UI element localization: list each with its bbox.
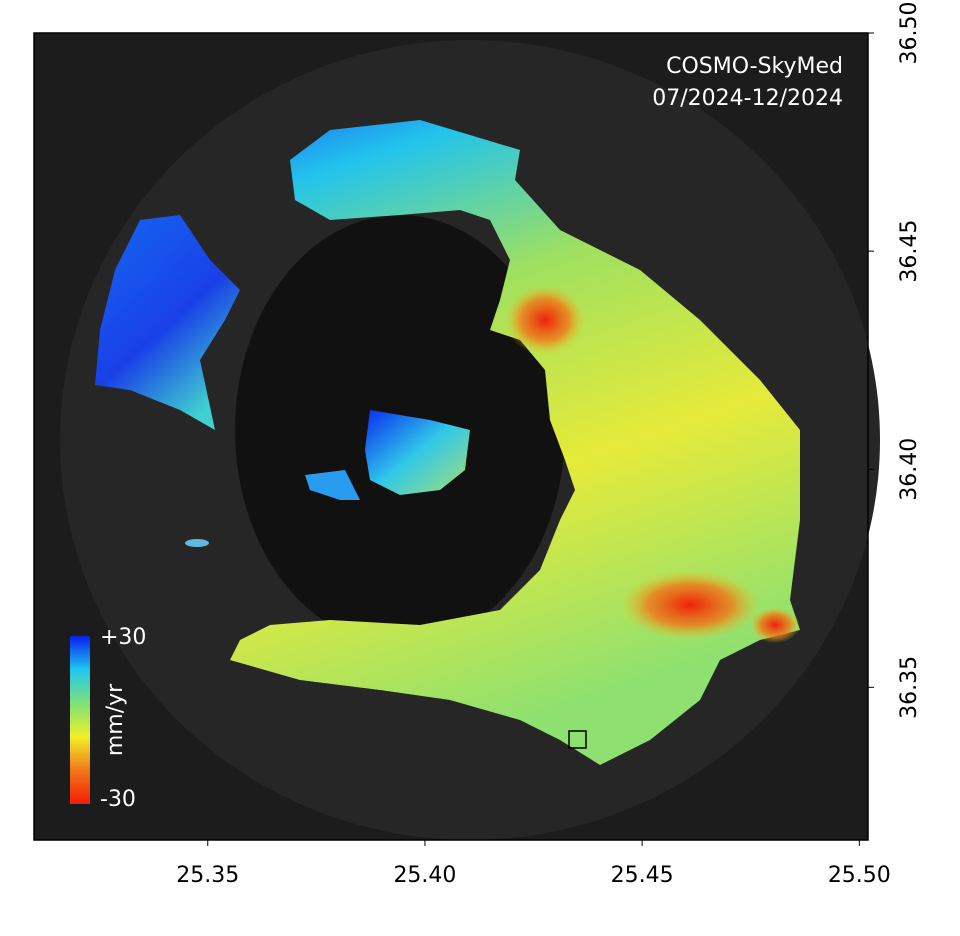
colorbar-label: mm/yr bbox=[103, 683, 128, 756]
colorbar-tick-label: -30 bbox=[100, 787, 136, 812]
colorbar bbox=[70, 636, 90, 804]
nea-kameni bbox=[365, 410, 470, 495]
deformation-hotspot bbox=[750, 607, 800, 643]
annotation: COSMO-SkyMed bbox=[666, 54, 843, 79]
x-tick-label: 25.50 bbox=[828, 863, 891, 888]
deformation-hotspot bbox=[620, 570, 760, 640]
palea-kameni bbox=[305, 470, 360, 500]
y-tick-label: 36.35 bbox=[897, 656, 922, 719]
annotation: 07/2024-12/2024 bbox=[652, 86, 843, 111]
colorbar-tick-label: +30 bbox=[100, 625, 146, 650]
therasia-island bbox=[95, 215, 240, 430]
x-tick-label: 25.35 bbox=[176, 863, 239, 888]
x-tick-label: 25.45 bbox=[611, 863, 674, 888]
deformation-hotspot bbox=[505, 285, 585, 355]
x-tick-label: 25.40 bbox=[393, 863, 456, 888]
map-frame bbox=[33, 32, 869, 841]
y-tick-label: 36.50 bbox=[897, 2, 922, 65]
y-tick-label: 36.40 bbox=[897, 438, 922, 501]
islet bbox=[185, 539, 209, 547]
y-tick-label: 36.45 bbox=[897, 220, 922, 283]
reference-point bbox=[568, 730, 587, 749]
